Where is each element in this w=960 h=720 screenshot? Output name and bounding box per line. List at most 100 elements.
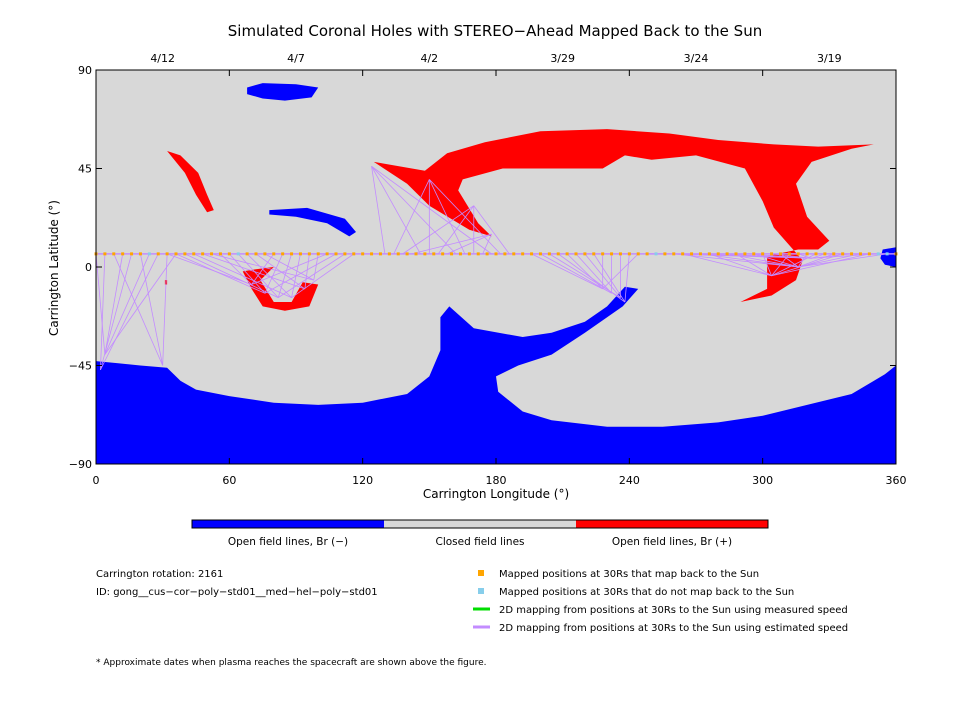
colorbar-segment xyxy=(576,520,768,528)
mapped-point xyxy=(432,252,436,256)
mapped-point xyxy=(405,252,409,256)
mapping-line xyxy=(624,253,630,303)
mapped-point xyxy=(156,252,160,256)
legend-label: 2D mapping from positions at 30Rs to the… xyxy=(499,623,848,634)
mapping-line xyxy=(104,253,150,355)
date-tick-label: 3/24 xyxy=(684,52,709,65)
colorbar-segment xyxy=(384,520,576,528)
mapped-point xyxy=(832,252,836,256)
mapping-line xyxy=(371,166,421,255)
date-tick-label: 4/7 xyxy=(287,52,305,65)
colorbar-label: Open field lines, Br (−) xyxy=(228,536,348,548)
x-tick-label: 300 xyxy=(752,474,773,487)
mapping-line xyxy=(437,205,475,255)
mapping-line xyxy=(709,253,772,277)
mapped-point xyxy=(396,252,400,256)
mapped-point xyxy=(565,252,569,256)
mapping-line xyxy=(100,253,159,371)
mapping-line xyxy=(140,253,164,366)
date-tick-label: 4/12 xyxy=(150,52,175,65)
mapped-point xyxy=(885,252,889,256)
mapping-line xyxy=(264,253,314,281)
mapping-line xyxy=(304,253,310,289)
mapping-line xyxy=(175,253,266,294)
mapping-line xyxy=(113,253,164,366)
legend-label: Mapped positions at 30Rs that do not map… xyxy=(499,587,794,598)
mapping-line xyxy=(771,253,817,277)
mapped-point xyxy=(663,252,667,256)
mapping-line xyxy=(762,253,772,276)
mapping-line xyxy=(771,253,790,277)
mapped-point xyxy=(441,252,445,256)
y-tick-label: 45 xyxy=(78,163,92,176)
mapped-point xyxy=(236,252,240,256)
mapped-point xyxy=(227,252,231,256)
mapping-line xyxy=(575,253,612,294)
mapped-point xyxy=(387,252,391,256)
mapping-line xyxy=(291,253,355,298)
mapped-point xyxy=(530,252,534,256)
mapping-line xyxy=(735,253,772,277)
mapped-point xyxy=(361,252,365,256)
mapping-line xyxy=(753,253,799,268)
region-south-polar xyxy=(96,286,896,464)
mapped-point xyxy=(103,252,107,256)
mapped-positions xyxy=(94,252,898,256)
y-tick-label: −90 xyxy=(69,458,92,471)
mapping-line xyxy=(255,253,306,290)
mapping-line xyxy=(278,253,346,298)
mapping-line xyxy=(371,166,457,255)
mapped-point xyxy=(592,252,596,256)
mapped-point xyxy=(378,252,382,256)
mapping-line xyxy=(780,253,799,268)
mapped-point xyxy=(272,252,276,256)
legend-label: 2D mapping from positions at 30Rs to the… xyxy=(499,605,848,616)
mapped-point xyxy=(494,252,498,256)
legend-marker xyxy=(478,588,484,594)
x-tick-label: 120 xyxy=(352,474,373,487)
y-tick-label: 0 xyxy=(85,261,92,274)
carrington-rotation-text: Carrington rotation: 2161 xyxy=(96,569,223,580)
mapped-point xyxy=(467,252,471,256)
mapped-point xyxy=(512,252,516,256)
mapped-point xyxy=(290,252,294,256)
mapped-point xyxy=(556,252,560,256)
mapping-line xyxy=(429,179,501,255)
mapped-point xyxy=(201,252,205,256)
mapped-point xyxy=(210,252,214,256)
mapped-point xyxy=(298,252,302,256)
mapped-point xyxy=(770,252,774,256)
mapped-point xyxy=(867,252,871,256)
mapping-line xyxy=(104,253,124,355)
colorbar-frame xyxy=(191,519,769,529)
mapped-point xyxy=(627,252,631,256)
mapped-point xyxy=(787,252,791,256)
region-mid-north-arc xyxy=(269,207,356,237)
mapped-point xyxy=(334,252,338,256)
coronal-hole-regions xyxy=(96,83,896,464)
mapped-point xyxy=(850,252,854,256)
mapped-point xyxy=(147,252,151,256)
x-tick-label: 360 xyxy=(886,474,907,487)
mapped-point xyxy=(716,252,720,256)
mapped-point xyxy=(752,252,756,256)
mapping-line xyxy=(482,234,492,255)
mapped-point xyxy=(121,252,125,256)
colorbar: Open field lines, Br (−) Closed field lin… xyxy=(191,519,769,548)
mapping-line xyxy=(166,253,252,285)
mapped-point xyxy=(743,252,747,256)
x-tick-label: 240 xyxy=(619,474,640,487)
plot-area xyxy=(94,69,898,465)
mapped-point xyxy=(841,252,845,256)
mapping-line xyxy=(100,253,132,370)
mapped-point xyxy=(636,252,640,256)
mapped-point xyxy=(610,252,614,256)
estimated-speed-mapping-lines xyxy=(95,165,888,371)
region-north-left-arc xyxy=(167,151,214,213)
mapped-point xyxy=(547,252,551,256)
mapping-line xyxy=(682,253,772,277)
mapped-point xyxy=(538,252,542,256)
mapping-line xyxy=(428,179,466,255)
mapped-point xyxy=(672,252,676,256)
mapping-line xyxy=(566,253,603,290)
